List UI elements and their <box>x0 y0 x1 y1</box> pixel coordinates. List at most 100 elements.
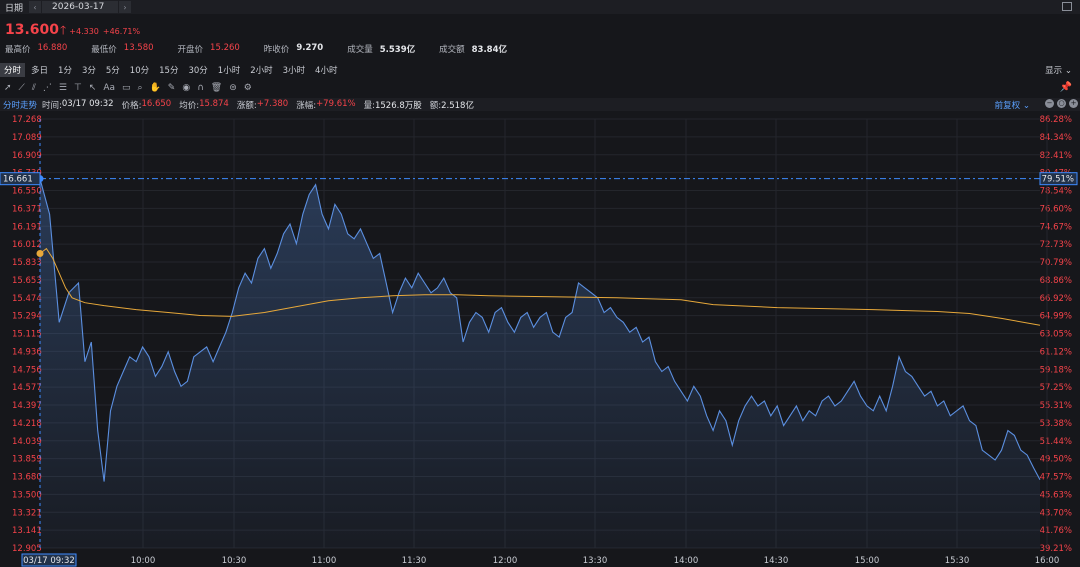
period-tab[interactable]: 1分 <box>58 66 72 76</box>
pct-tick-label: 63.05% <box>1040 330 1072 340</box>
y-tick-label: 15.833 <box>12 258 42 268</box>
line-tool-icon[interactable]: ⟋ <box>18 83 25 93</box>
stat-label: 最高价 <box>5 45 31 55</box>
info-label: 均价: <box>179 100 200 111</box>
info-item: 价格: 16.650 <box>122 99 172 111</box>
y-tick-label: 17.268 <box>12 115 42 125</box>
x-tick-label: 11:30 <box>402 556 427 566</box>
period-tab[interactable]: 3分 <box>81 66 96 76</box>
pct-tick-label: 64.99% <box>1040 312 1072 322</box>
hand-tool-icon[interactable]: ✋ <box>149 83 161 93</box>
info-label: 涨额: <box>236 100 257 111</box>
zoom-tool-icon[interactable]: ⌕ <box>137 83 143 93</box>
trash-icon[interactable]: 🗑 <box>210 83 223 93</box>
fib-tool-icon[interactable]: ☰ <box>58 83 67 93</box>
window-icon[interactable] <box>1062 2 1072 11</box>
info-label: 价格: <box>121 100 142 111</box>
x-tick-label: 15:00 <box>855 556 880 566</box>
cursor-price-label: 16.661 <box>3 175 33 185</box>
magnet-icon[interactable]: ∩ <box>197 83 204 93</box>
pct-tick-label: 74.67% <box>1040 222 1072 232</box>
pct-tick-label: 66.92% <box>1040 294 1072 304</box>
period-tabs: 分时 多日 1分 3分 5分 10分 15分 30分 1小时 2小时 3小时 4小时 显示 ⌄ <box>0 63 1080 77</box>
settings-icon[interactable]: ⚙ <box>243 83 252 93</box>
y-tick-label: 16.012 <box>12 240 42 250</box>
info-value: 1526.8万股 <box>374 100 422 111</box>
cursor-price-box <box>0 172 41 186</box>
stat-item: 成交额 83.84亿 <box>439 43 507 55</box>
period-tab[interactable]: 2小时 <box>250 66 273 76</box>
layers-icon[interactable]: ⊜ <box>229 83 237 93</box>
price-line <box>39 178 1041 482</box>
info-item: 量: 1526.8万股 <box>364 99 422 111</box>
quote-row: 13.600 🡑 +4.330 +46.71% <box>5 21 144 42</box>
period-tab[interactable]: 1小时 <box>217 66 241 76</box>
pct-tick-label: 53.38% <box>1040 419 1072 429</box>
stat-item: 开盘价 15.260 <box>178 43 240 55</box>
zoom-in-icon[interactable]: + <box>1069 99 1078 108</box>
visibility-icon[interactable]: ◉ <box>182 83 191 93</box>
pct-tick-label: 49.50% <box>1040 455 1072 465</box>
prev-date-button[interactable]: ‹ <box>29 1 42 13</box>
y-tick-label: 14.039 <box>12 437 42 447</box>
y-tick-label: 15.115 <box>12 330 42 340</box>
y-tick-label: 14.756 <box>12 365 42 375</box>
measure-tool-icon[interactable]: ⊤ <box>73 83 82 93</box>
y-tick-label: 17.089 <box>12 133 42 143</box>
period-tab[interactable]: 4小时 <box>315 66 338 76</box>
period-tab[interactable]: 30分 <box>188 66 208 76</box>
period-tab[interactable]: 分时 <box>0 63 26 77</box>
stat-label: 最低价 <box>91 45 117 55</box>
last-price: 13.600 <box>5 22 60 38</box>
adjust-mode-select[interactable]: 前复权 ⌄ <box>994 101 1030 111</box>
pct-tick-label: 55.31% <box>1040 401 1072 411</box>
stat-item: 成交量 5.539亿 <box>347 43 415 55</box>
zoom-out-icon[interactable]: − <box>1045 99 1054 108</box>
y-tick-label: 13.500 <box>12 490 42 500</box>
period-tab[interactable]: 3小时 <box>282 66 306 76</box>
y-tick-label: 16.909 <box>12 151 42 161</box>
next-date-button[interactable]: › <box>119 1 132 13</box>
zoom-reset-icon[interactable]: ○ <box>1057 99 1066 108</box>
cursor-tool-icon[interactable]: ➚ <box>4 83 12 93</box>
info-item: 涨额: +7.380 <box>237 99 288 111</box>
period-tab[interactable]: 15分 <box>159 66 179 76</box>
y-tick-label: 14.218 <box>12 419 42 429</box>
pct-tick-label: 39.21% <box>1040 544 1072 554</box>
price-change: +4.330 <box>69 27 99 36</box>
y-tick-label: 13.321 <box>12 508 42 518</box>
cursor-time-box <box>21 553 77 567</box>
y-tick-label: 13.141 <box>12 526 42 536</box>
y-tick-label: 16.191 <box>12 222 42 232</box>
pct-tick-label: 68.86% <box>1040 276 1072 286</box>
pct-tick-label: 61.12% <box>1040 347 1072 357</box>
period-tab[interactable]: 多日 <box>31 66 49 76</box>
stat-item: 昨收价 9.270 <box>264 43 323 55</box>
pencil-tool-icon[interactable]: ✎ <box>167 83 176 93</box>
pin-icon[interactable]: 📌 <box>1059 82 1072 93</box>
price-area <box>40 178 1040 549</box>
price-change-pct: +46.71% <box>102 27 141 36</box>
cursor-time-label: 03/17 09:32 <box>23 556 75 566</box>
y-tick-label: 16.371 <box>12 204 42 214</box>
channel-tool-icon[interactable]: ⫽ <box>31 83 36 93</box>
note-tool-icon[interactable]: ▭ <box>122 83 131 93</box>
text-tool-icon[interactable]: Aa <box>103 83 116 93</box>
arrow-tool-icon[interactable]: ↖ <box>88 83 97 93</box>
x-tick-label: 11:00 <box>312 556 337 566</box>
avg-marker <box>36 250 44 258</box>
y-tick-label: 16.550 <box>12 187 42 197</box>
date-picker[interactable]: 2026-03-17 <box>42 1 119 13</box>
period-tab[interactable]: 5分 <box>105 66 120 76</box>
x-tick-label: 15:30 <box>945 556 970 566</box>
pct-tick-label: 51.44% <box>1040 437 1072 447</box>
intraday-chart[interactable]: 17.26886.28%17.08984.34%16.90982.41%16.7… <box>0 111 1080 567</box>
display-menu-button[interactable]: 显示 ⌄ <box>1045 66 1072 76</box>
up-arrow-icon: 🡑 <box>60 23 67 37</box>
info-value: +7.380 <box>256 98 289 109</box>
pattern-tool-icon[interactable]: ⋰ <box>42 83 52 93</box>
y-tick-label: 12.905 <box>12 544 42 554</box>
period-tab[interactable]: 10分 <box>129 66 150 76</box>
info-item: 均价: 15.874 <box>179 99 229 111</box>
pct-tick-label: 76.60% <box>1040 204 1072 214</box>
